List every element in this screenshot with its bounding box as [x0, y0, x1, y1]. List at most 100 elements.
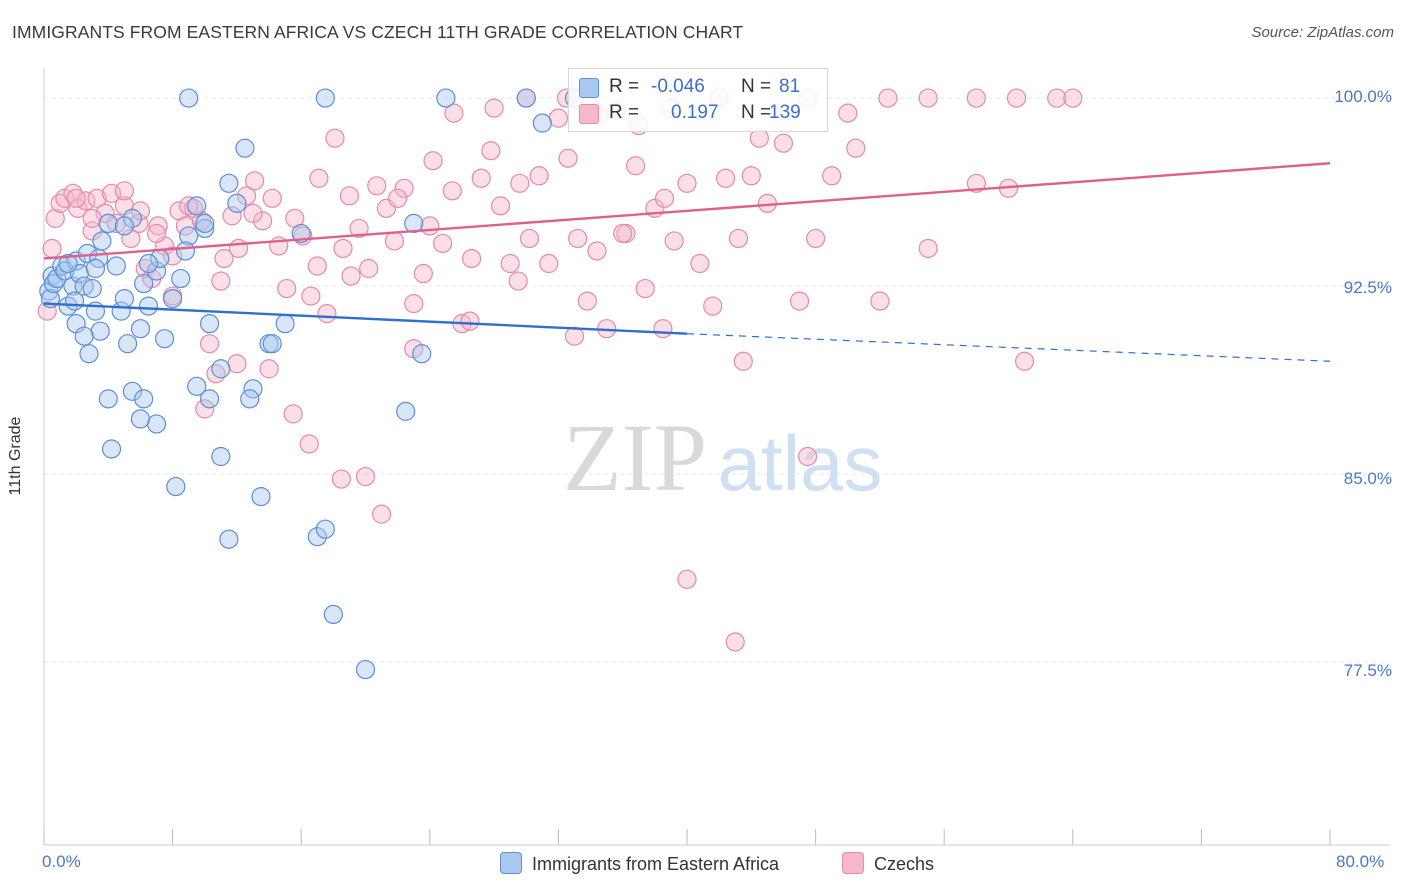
czechs-point	[548, 108, 569, 128]
r-value: 0.197	[671, 102, 719, 123]
trend-lines	[43, 162, 1331, 362]
czechs-point	[558, 148, 578, 168]
legend-swatch-pink	[842, 852, 864, 874]
czechs-point	[733, 351, 753, 371]
czechs-point	[42, 238, 62, 259]
eastern-africa-point	[58, 253, 78, 274]
czechs-point	[394, 178, 414, 198]
czechs-point	[367, 176, 387, 196]
czechs-point	[325, 128, 345, 148]
eastern-africa-point	[163, 288, 183, 309]
czechs-point	[359, 258, 379, 279]
czechs-point	[130, 201, 151, 221]
eastern-africa-point	[240, 389, 260, 409]
czechs-point	[484, 98, 504, 118]
eastern-africa-point	[90, 321, 110, 341]
chart-source: Source: ZipAtlas.com	[1251, 24, 1394, 41]
eastern-africa-point	[47, 268, 67, 289]
trend-czechs	[43, 162, 1331, 260]
eastern-africa-point	[219, 529, 239, 549]
eastern-africa-point	[227, 193, 247, 213]
czechs-point	[481, 141, 501, 161]
eastern-africa-point	[74, 326, 94, 346]
legend-item-czechs: Czechs	[842, 852, 934, 875]
n-label: N =	[741, 102, 772, 123]
eastern-africa-point	[63, 276, 83, 296]
czechs-point	[568, 228, 588, 249]
czechs-point	[805, 228, 826, 249]
eastern-africa-point	[92, 231, 112, 251]
czechs-point	[384, 231, 405, 251]
eastern-africa-point	[79, 344, 99, 364]
czechs-point	[317, 304, 337, 324]
correlation-legend: R = -0.046 N = 81 R = 0.197 N = 139	[568, 68, 828, 132]
czechs-point	[461, 248, 482, 269]
czechs-point	[341, 266, 361, 286]
eastern-africa-point	[404, 213, 424, 233]
series-czechs	[37, 88, 1083, 652]
czechs-point	[1047, 88, 1067, 108]
legend-swatch-blue	[579, 78, 599, 98]
legend-label: Czechs	[874, 854, 935, 874]
czechs-point	[68, 198, 88, 218]
czechs-point	[195, 399, 215, 419]
y-tick-label: 100.0%	[1334, 87, 1392, 106]
czechs-point	[490, 196, 511, 216]
czechs-point	[500, 253, 520, 274]
eastern-africa-point	[275, 314, 295, 334]
eastern-africa-point	[122, 208, 143, 228]
eastern-africa-point	[436, 88, 456, 108]
eastern-africa-point	[187, 196, 207, 216]
chart-title: IMMIGRANTS FROM EASTERN AFRICA VS CZECH …	[12, 22, 744, 42]
eastern-africa-point	[114, 288, 134, 309]
legend-swatch-blue	[500, 852, 522, 874]
x-tick-min: 0.0%	[42, 852, 81, 871]
czechs-point	[741, 166, 761, 186]
czechs-point	[236, 186, 257, 206]
eastern-africa-point	[235, 138, 255, 158]
czechs-point	[1014, 351, 1035, 371]
r-value: -0.046	[651, 76, 705, 97]
eastern-africa-point	[211, 446, 231, 467]
czechs-point	[283, 404, 303, 424]
czechs-point	[870, 291, 890, 311]
czechs-point	[301, 286, 321, 306]
trend-eastern-africa-dashed	[686, 333, 1331, 362]
czechs-point	[222, 206, 242, 226]
czechs-point	[262, 188, 282, 208]
eastern-africa-point	[117, 334, 138, 354]
czechs-point	[299, 434, 319, 454]
y-tick-label: 92.5%	[1343, 278, 1392, 297]
czechs-point	[539, 253, 559, 274]
eastern-africa-point	[179, 226, 199, 246]
czechs-point	[918, 238, 938, 259]
czechs-point	[121, 228, 141, 249]
eastern-africa-point	[195, 218, 215, 239]
czechs-point	[471, 168, 491, 188]
series-eastern-africa	[39, 88, 585, 680]
eastern-africa-point	[130, 319, 151, 339]
czechs-point	[797, 446, 818, 467]
czechs-point	[371, 504, 392, 524]
czechs-point	[82, 208, 102, 228]
czechs-point	[259, 359, 279, 379]
czechs-point	[690, 253, 710, 274]
eastern-africa-point	[211, 359, 231, 379]
eastern-africa-point	[85, 258, 106, 279]
eastern-africa-point	[396, 401, 416, 421]
czechs-point	[1063, 88, 1083, 108]
czechs-point	[577, 291, 597, 311]
eastern-africa-point	[532, 113, 552, 133]
eastern-africa-point	[315, 88, 335, 108]
czechs-point	[307, 256, 327, 276]
czechs-point	[333, 238, 353, 259]
czechs-point	[442, 181, 462, 201]
eastern-africa-point	[412, 344, 432, 364]
czechs-point	[420, 216, 440, 236]
eastern-africa-point	[122, 381, 143, 401]
czechs-point	[1006, 88, 1027, 108]
czechs-point	[715, 168, 736, 188]
n-value: 81	[779, 76, 801, 97]
czechs-point	[918, 88, 938, 108]
